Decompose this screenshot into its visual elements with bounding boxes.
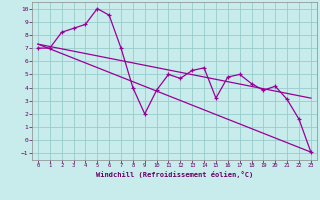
X-axis label: Windchill (Refroidissement éolien,°C): Windchill (Refroidissement éolien,°C) xyxy=(96,171,253,178)
